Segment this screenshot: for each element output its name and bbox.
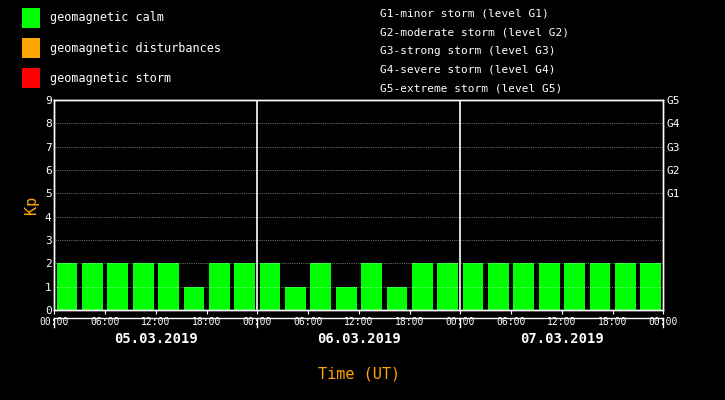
Text: G4-severe storm (level G4): G4-severe storm (level G4) — [381, 65, 556, 75]
Bar — [386, 287, 407, 310]
Text: Time (UT): Time (UT) — [318, 366, 400, 382]
Bar — [412, 263, 433, 310]
Bar — [260, 263, 281, 310]
Text: geomagnetic disturbances: geomagnetic disturbances — [50, 42, 221, 54]
Bar — [640, 263, 661, 310]
Bar — [209, 263, 230, 310]
Text: G1-minor storm (level G1): G1-minor storm (level G1) — [381, 8, 550, 18]
Text: geomagnetic calm: geomagnetic calm — [50, 12, 165, 24]
Bar — [183, 287, 204, 310]
Bar — [437, 263, 458, 310]
Text: geomagnetic storm: geomagnetic storm — [50, 72, 171, 85]
Bar — [615, 263, 636, 310]
Text: 06.03.2019: 06.03.2019 — [317, 332, 401, 346]
Bar — [589, 263, 610, 310]
Text: G2-moderate storm (level G2): G2-moderate storm (level G2) — [381, 27, 569, 37]
Text: 07.03.2019: 07.03.2019 — [520, 332, 604, 346]
Bar — [22, 8, 40, 28]
Bar — [361, 263, 382, 310]
Bar — [133, 263, 154, 310]
Bar — [285, 287, 306, 310]
Bar — [336, 287, 357, 310]
Bar — [564, 263, 585, 310]
Bar — [82, 263, 103, 310]
Bar — [539, 263, 560, 310]
Bar — [158, 263, 179, 310]
Bar — [513, 263, 534, 310]
Bar — [107, 263, 128, 310]
Bar — [463, 263, 484, 310]
Bar — [310, 263, 331, 310]
Y-axis label: Kp: Kp — [25, 196, 39, 214]
Bar — [488, 263, 509, 310]
Text: G5-extreme storm (level G5): G5-extreme storm (level G5) — [381, 84, 563, 94]
Bar — [22, 38, 40, 58]
Bar — [57, 263, 78, 310]
Bar — [234, 263, 255, 310]
Text: 05.03.2019: 05.03.2019 — [114, 332, 198, 346]
Text: G3-strong storm (level G3): G3-strong storm (level G3) — [381, 46, 556, 56]
Bar — [22, 68, 40, 88]
